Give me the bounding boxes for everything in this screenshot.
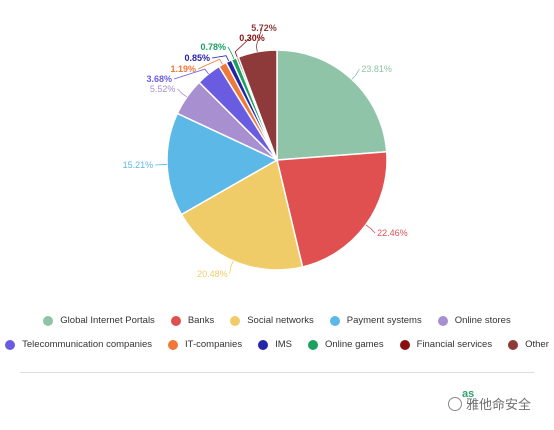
legend-item-telecommunication-companies[interactable]: Telecommunication companies [5, 339, 152, 350]
data-label: 1.19% [170, 64, 196, 74]
legend-swatch [5, 339, 16, 350]
legend-swatch [258, 339, 269, 350]
data-label: 0.78% [200, 42, 226, 52]
leader-line [255, 27, 263, 52]
legend-label: Payment systems [346, 315, 422, 326]
leader-line [211, 55, 230, 62]
legend-swatch [399, 339, 410, 350]
leader-line [229, 260, 234, 274]
data-label: 22.46% [377, 228, 408, 238]
leader-line [177, 88, 188, 98]
legend-row-1: Global Internet Portals Banks Social net… [0, 315, 554, 326]
legend-row-2: Telecommunication companies IT-companies… [0, 339, 554, 350]
legend-item-banks[interactable]: Banks [170, 315, 215, 326]
legend-swatch [168, 339, 179, 350]
legend-swatch [307, 339, 318, 350]
legend-item-it-companies[interactable]: IT-companies [168, 339, 242, 350]
legend-label: Banks [187, 315, 215, 326]
legend-item-payment-systems[interactable]: Payment systems [329, 315, 422, 326]
legend-label: Online stores [454, 315, 511, 326]
pie-chart: 23.81%22.46%20.48%15.21%5.52%3.68%1.19%0… [123, 23, 408, 279]
legend-item-other[interactable]: Other [508, 339, 549, 350]
legend-item-online-stores[interactable]: Online stores [437, 315, 511, 326]
data-label: 5.72% [251, 23, 277, 33]
brand-logo-text: as [462, 388, 475, 400]
wechat-icon [448, 396, 462, 411]
pie-slice-social-networks[interactable] [180, 158, 304, 271]
leader-line [234, 37, 251, 58]
legend-swatch [43, 315, 54, 326]
legend-item-online-games[interactable]: Online games [307, 339, 384, 350]
leader-line [227, 46, 235, 59]
leader-line [351, 68, 360, 80]
legend-label: Telecommunication companies [22, 339, 153, 350]
legend-item-financial-services[interactable]: Financial services [399, 339, 493, 350]
leader-line [155, 164, 168, 166]
leader-line [365, 224, 376, 234]
pie-slice-other[interactable] [237, 49, 278, 161]
data-label: 15.21% [123, 160, 154, 170]
watermark-text: 雅他命安全 [466, 397, 532, 412]
legend-item-social-networks[interactable]: Social networks [230, 315, 314, 326]
legend-swatch [329, 315, 340, 326]
legend-label: IMS [275, 339, 292, 350]
legend-item-global-internet-portals[interactable]: Global Internet Portals [43, 315, 155, 326]
data-label: 20.48% [197, 269, 228, 279]
legend-label: Other [525, 339, 549, 350]
legend-label: Social networks [247, 315, 314, 326]
data-label: 0.85% [184, 53, 210, 63]
pie-slice-payment-systems[interactable] [166, 112, 279, 216]
legend-swatch [508, 339, 519, 350]
divider [20, 372, 534, 373]
legend-label: IT-companies [185, 339, 243, 350]
leader-line [173, 68, 209, 80]
legend-swatch [170, 315, 181, 326]
legend-swatch [230, 315, 241, 326]
legend-label: Financial services [416, 339, 493, 350]
leader-line [197, 58, 223, 70]
data-label: 3.68% [146, 74, 172, 84]
legend-label: Online games [324, 339, 384, 350]
pie-slice-global-internet-portals[interactable] [276, 49, 388, 161]
data-label: 5.52% [150, 84, 176, 94]
data-label: 23.81% [361, 64, 392, 74]
legend-swatch [437, 315, 448, 326]
data-label: 0.30% [239, 33, 265, 43]
legend-item-ims[interactable]: IMS [258, 339, 292, 350]
watermark: 雅他命安全 [448, 394, 531, 413]
legend-label: Global Internet Portals [60, 315, 155, 326]
